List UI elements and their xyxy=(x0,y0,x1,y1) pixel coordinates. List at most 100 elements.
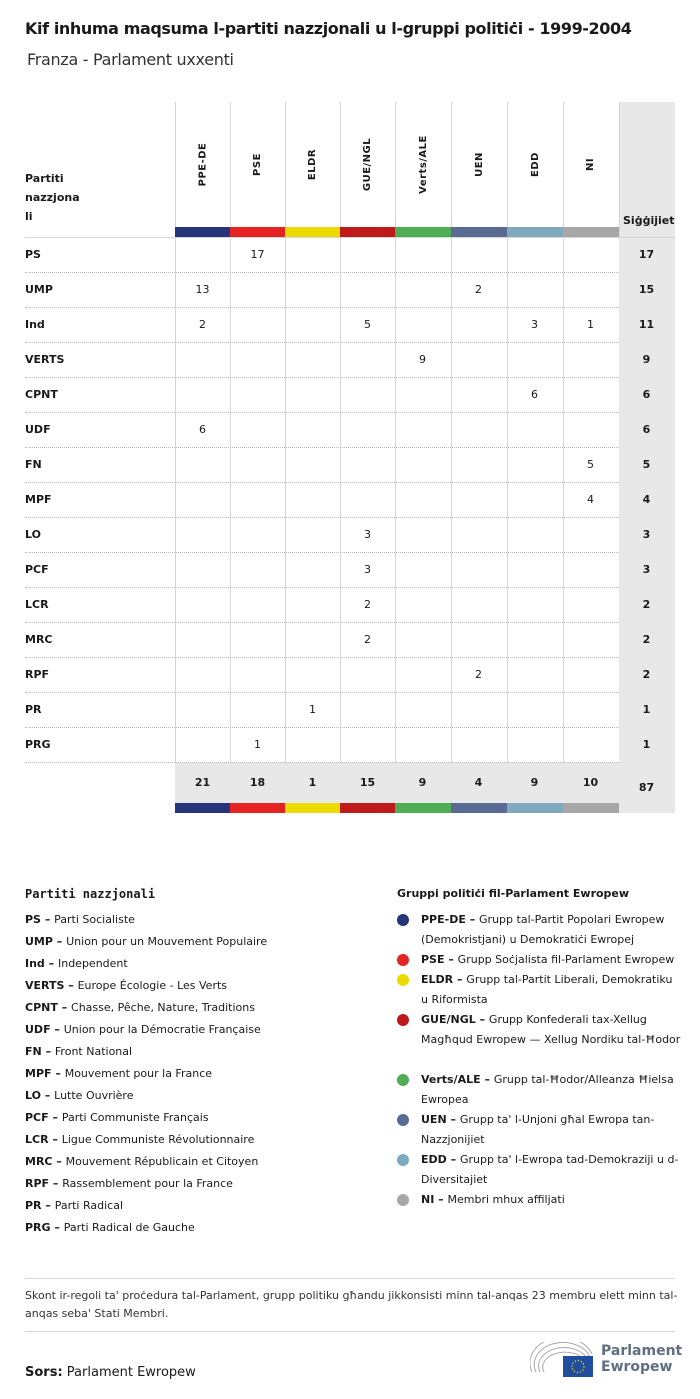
table-cell: 1 xyxy=(587,318,594,331)
column-header-verts-ale: Verts/ALE xyxy=(395,102,451,227)
row-divider xyxy=(25,692,619,693)
column-divider xyxy=(175,102,176,763)
separator: – xyxy=(40,913,55,926)
column-header-label: PSE xyxy=(252,153,263,176)
party-code: VERTS xyxy=(25,979,65,992)
column-divider xyxy=(619,102,620,237)
column-header-label: ELDR xyxy=(307,148,318,181)
totals-row-bg xyxy=(175,762,619,803)
party-legend-item: MRC – Mouvement Républicain et Citoyen xyxy=(25,1155,258,1168)
group-code: UEN xyxy=(421,1113,447,1126)
group-legend-item: NI – Membri mhux affiljati xyxy=(397,1190,682,1210)
group-color-bar xyxy=(230,227,285,237)
party-code: LCR xyxy=(25,1133,49,1146)
row-divider xyxy=(25,272,619,273)
column-divider xyxy=(340,102,341,763)
row-party-label: UMP xyxy=(25,283,53,296)
page-title: Kif inhuma maqsuma l-partiti nazzjonali … xyxy=(25,19,632,38)
party-code: PCF xyxy=(25,1111,49,1124)
row-total: 5 xyxy=(642,458,651,471)
separator: – xyxy=(52,935,67,948)
party-legend-item: PRG – Parti Radical de Gauche xyxy=(25,1221,195,1234)
total-header: Siġġijiet xyxy=(623,214,675,227)
logo-text: Parlament Ewropew xyxy=(601,1343,683,1375)
row-party-label: MRC xyxy=(25,633,53,646)
row-total: 2 xyxy=(642,598,651,611)
hemicycle-icon xyxy=(530,1342,593,1377)
group-code: PPE-DE xyxy=(421,913,466,926)
party-name: Rassemblement pour la France xyxy=(62,1177,233,1190)
group-legend-item: UEN – Grupp ta' l-Unjoni għal Ewropa tan… xyxy=(397,1110,682,1150)
column-header-label: PPE-DE xyxy=(197,142,208,187)
column-header-uen: UEN xyxy=(451,102,507,227)
row-divider xyxy=(25,377,619,378)
row-total: 6 xyxy=(642,423,651,436)
separator: – xyxy=(52,1155,66,1168)
group-code: Verts/ALE xyxy=(421,1073,481,1086)
separator: – xyxy=(453,973,467,986)
table-cell: 6 xyxy=(531,388,538,401)
separator: – xyxy=(50,1023,64,1036)
party-name: Parti Communiste Français xyxy=(61,1111,209,1124)
row-divider xyxy=(25,447,619,448)
party-name: Front National xyxy=(54,1045,133,1058)
row-total: 2 xyxy=(642,633,651,646)
group-legend-item: PSE – Grupp Soċjalista fil-Parlament Ewr… xyxy=(397,950,682,970)
table-cell: 9 xyxy=(419,353,426,366)
group-name: Grupp tal-Partit Popolari Ewropew (Demok… xyxy=(421,913,665,946)
separator: – xyxy=(44,957,58,970)
party-name: Union pour la Démocratie Française xyxy=(63,1023,261,1036)
row-divider xyxy=(25,482,619,483)
column-total: 1 xyxy=(308,776,317,789)
column-header-label: EDD xyxy=(529,152,541,177)
row-total: 17 xyxy=(638,248,655,261)
row-total: 4 xyxy=(642,493,651,506)
column-header-label: GUE/NGL xyxy=(361,137,373,192)
row-party-label: RPF xyxy=(25,668,50,681)
separator: – xyxy=(444,953,458,966)
group-color-dot-icon xyxy=(397,954,409,966)
column-total: 18 xyxy=(249,776,266,789)
header-divider xyxy=(25,237,675,238)
party-name: Independent xyxy=(57,957,128,970)
group-code: PSE xyxy=(421,953,445,966)
row-total: 6 xyxy=(642,388,651,401)
separator: – xyxy=(50,1221,64,1234)
separator: – xyxy=(41,1199,55,1212)
column-divider xyxy=(285,102,286,763)
row-divider xyxy=(25,307,619,308)
group-color-bar xyxy=(340,803,395,813)
group-color-dot-icon xyxy=(397,1074,409,1086)
party-legend-item: PS – Parti Socialiste xyxy=(25,913,135,926)
row-divider xyxy=(25,727,619,728)
source: Sors: Parlament Ewropew xyxy=(25,1365,196,1380)
table-cell: 1 xyxy=(254,738,261,751)
party-legend-item: CPNT – Chasse, Pêche, Nature, Traditions xyxy=(25,1001,255,1014)
party-legend-item: UMP – Union pour un Mouvement Populaire xyxy=(25,935,267,948)
divider xyxy=(25,1331,675,1332)
party-legend-item: MPF – Mouvement pour la France xyxy=(25,1067,212,1080)
group-name: Grupp ta' l-Unjoni għal Ewropa tan-Nazzj… xyxy=(421,1113,655,1146)
row-party-label: LO xyxy=(25,528,41,541)
row-total: 9 xyxy=(642,353,651,366)
party-code: RPF xyxy=(25,1177,50,1190)
party-legend-item: PCF – Parti Communiste Français xyxy=(25,1111,209,1124)
row-party-label: UDF xyxy=(25,423,51,436)
party-code: PR xyxy=(25,1199,42,1212)
table-cell: 3 xyxy=(364,528,371,541)
party-name: Ligue Communiste Révolutionnaire xyxy=(61,1133,255,1146)
column-total: 15 xyxy=(359,776,376,789)
column-header-gue-ngl: GUE/NGL xyxy=(340,102,395,227)
separator: – xyxy=(48,1111,62,1124)
row-divider xyxy=(25,657,619,658)
party-legend-item: LCR – Ligue Communiste Révolutionnaire xyxy=(25,1133,254,1146)
group-name: Grupp Soċjalista fil-Parlament Ewropew xyxy=(457,953,675,966)
party-code: MPF xyxy=(25,1067,52,1080)
group-name: Membri mhux affiljati xyxy=(447,1193,565,1206)
group-name: Grupp Konfederali tax-Xellug Magħqud Ewr… xyxy=(421,1013,681,1046)
party-code: PRG xyxy=(25,1221,51,1234)
table-cell: 13 xyxy=(195,283,210,296)
column-header-eldr: ELDR xyxy=(285,102,340,227)
row-divider xyxy=(25,622,619,623)
group-color-bar xyxy=(395,227,451,237)
